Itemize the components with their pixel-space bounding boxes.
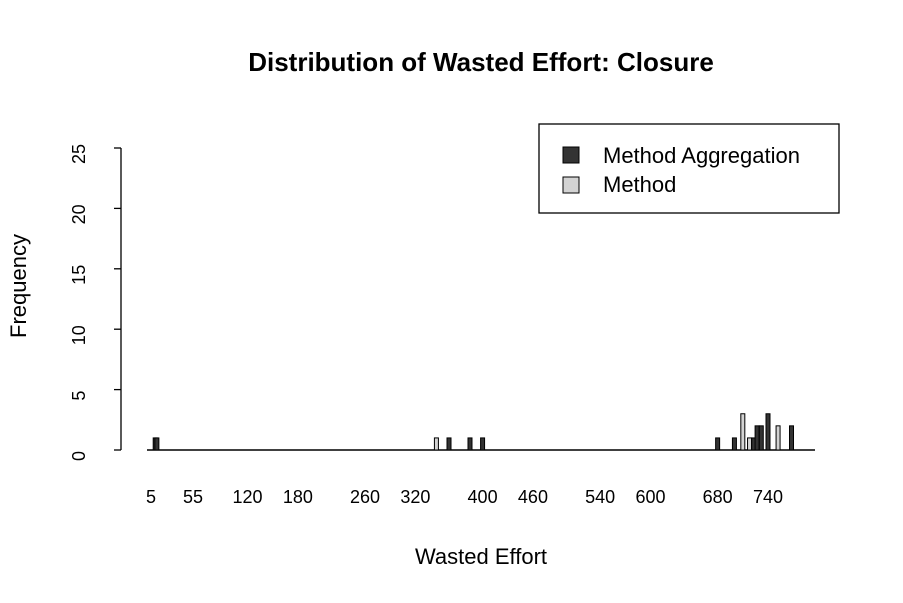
x-tick-label: 260: [350, 487, 380, 507]
x-tick-label: 55: [183, 487, 203, 507]
bar: [747, 437, 753, 451]
x-axis-label: Wasted Effort: [415, 544, 547, 569]
bar: [765, 413, 771, 451]
bar: [433, 437, 439, 451]
y-tick-label: 15: [69, 265, 89, 285]
x-tick-label: 600: [635, 487, 665, 507]
bar: [731, 437, 737, 451]
y-tick-label: 5: [69, 391, 89, 401]
bar: [740, 413, 746, 451]
bar: [775, 425, 781, 451]
bar: [758, 425, 764, 451]
legend-swatch-method: [562, 176, 580, 194]
x-tick-label: 740: [753, 487, 783, 507]
y-axis-label: Frequency: [6, 234, 31, 338]
legend-label-method: Method: [603, 172, 676, 197]
bar: [480, 437, 486, 451]
chart-title: Distribution of Wasted Effort: Closure: [248, 47, 714, 77]
bars: [152, 413, 795, 451]
x-tick-label: 5: [146, 487, 156, 507]
bar: [154, 437, 160, 451]
x-tick-label: 400: [468, 487, 498, 507]
y-tick-label: 20: [69, 204, 89, 224]
y-axis: 0 5 10 15 20 25: [69, 144, 122, 461]
bar: [446, 437, 452, 451]
legend-label-method-aggregation: Method Aggregation: [603, 143, 800, 168]
x-tick-label: 320: [400, 487, 430, 507]
y-tick-label: 25: [69, 144, 89, 164]
x-tick-label: 120: [233, 487, 263, 507]
x-tick-label: 180: [283, 487, 313, 507]
x-tick-label: 460: [518, 487, 548, 507]
legend-swatch-method-aggregation: [562, 146, 580, 164]
bar: [789, 425, 795, 451]
bar: [467, 437, 473, 451]
bar: [754, 425, 760, 451]
y-tick-label: 0: [69, 451, 89, 461]
x-tick-label: 540: [585, 487, 615, 507]
x-tick-label: 680: [703, 487, 733, 507]
y-tick-label: 10: [69, 325, 89, 345]
bar: [715, 437, 721, 451]
legend-box: [538, 123, 840, 214]
legend: Method Aggregation Method: [538, 123, 840, 214]
x-tick-labels: 5 55 120 180 260 320 400 460 540 600 680 740: [146, 487, 783, 507]
